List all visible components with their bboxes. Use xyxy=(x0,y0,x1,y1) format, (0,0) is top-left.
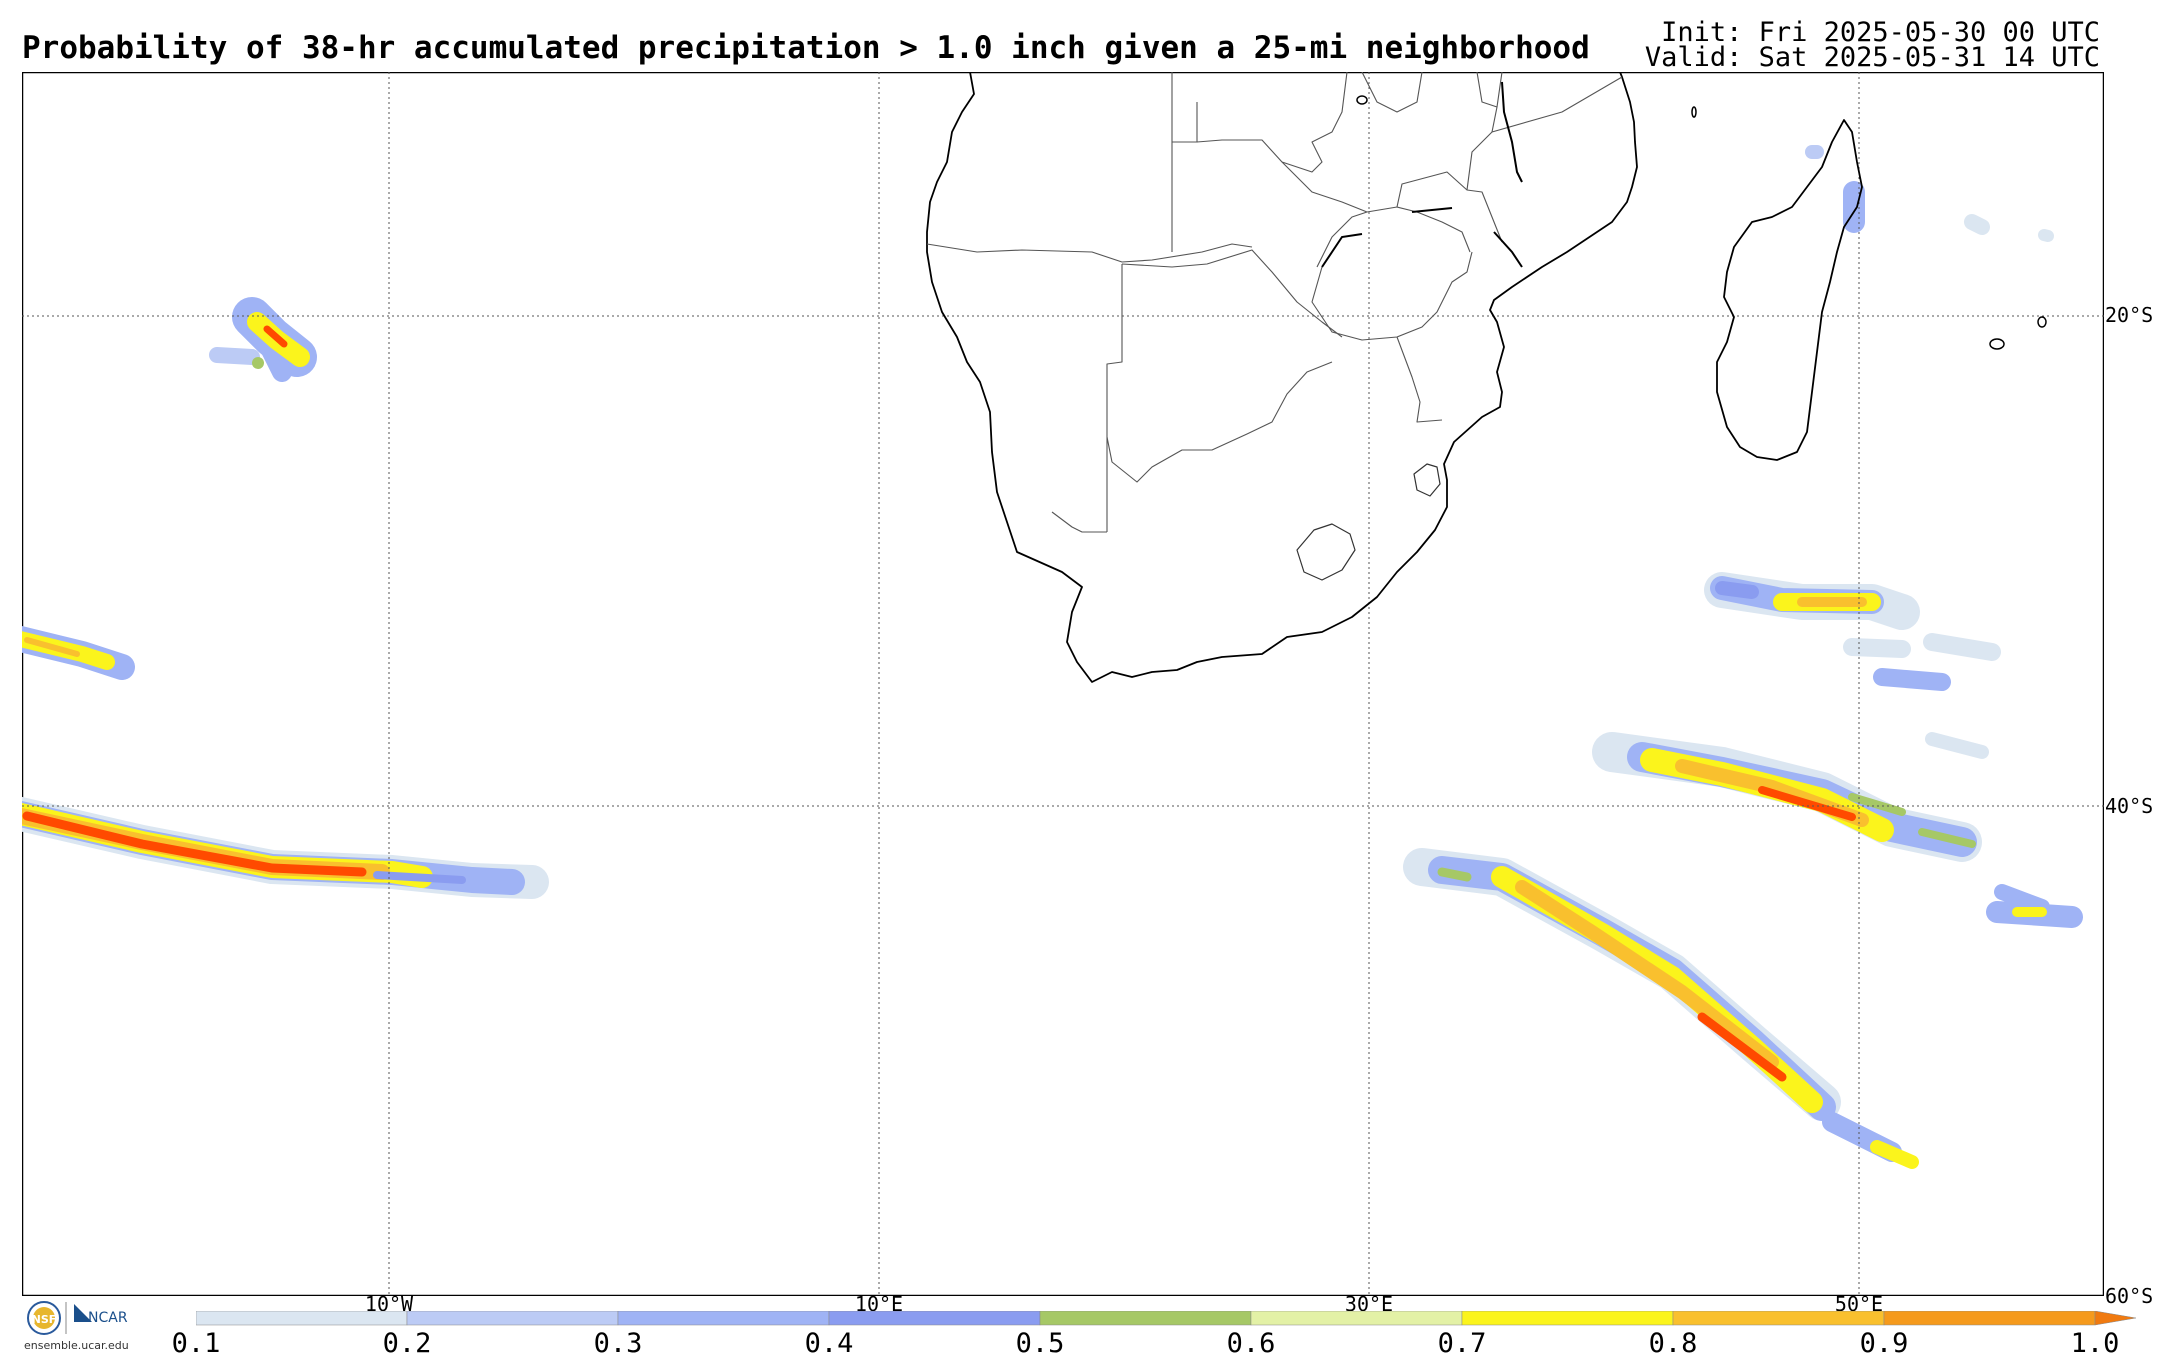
colorbar-segment-2 xyxy=(406,1311,619,1326)
valid-time: Valid: Sat 2025-05-31 14 UTC xyxy=(1644,42,2100,73)
madagascar-coast xyxy=(1716,119,1863,461)
lat-label-60s: 60°S xyxy=(2105,1284,2154,1308)
ncar-text: NCAR xyxy=(88,1310,128,1326)
map-frame xyxy=(22,72,2104,1296)
west-small-band xyxy=(22,626,135,680)
colorbar-tick-0.3: 0.3 xyxy=(593,1328,643,1359)
colorbar-tick-0.2: 0.2 xyxy=(382,1328,432,1359)
west-atlantic-band xyxy=(22,796,549,899)
colorbar-tick-1.0: 1.0 xyxy=(2070,1328,2120,1359)
colorbar-tick-0.6: 0.6 xyxy=(1226,1328,1276,1359)
ensemble-url: ensemble.ucar.edu xyxy=(24,1339,129,1352)
madagascar-blob xyxy=(1805,145,2054,242)
colorbar-segment-5 xyxy=(1039,1311,1252,1326)
northwest-blob xyxy=(209,297,317,382)
nsf-ncar-logo: NSF NCAR xyxy=(27,1301,128,1335)
colorbar-tick-0.8: 0.8 xyxy=(1648,1328,1698,1359)
lesotho xyxy=(1296,523,1356,581)
colorbar xyxy=(196,1311,2136,1326)
colorbar-extend-arrow xyxy=(2094,1311,2136,1326)
coastlines xyxy=(926,72,2047,683)
eswatini xyxy=(1413,463,1441,497)
nsf-logo-icon: NSF xyxy=(27,1301,61,1335)
forecast-times: Init: Fri 2025-05-30 00 UTC Valid: Sat 2… xyxy=(1644,17,2100,73)
init-time: Init: Fri 2025-05-30 00 UTC xyxy=(1661,17,2100,48)
precip-probability-field xyxy=(22,145,2083,1169)
colorbar-segment-1 xyxy=(196,1311,408,1326)
gridlines xyxy=(22,72,2104,1296)
lat-label-40s: 40°S xyxy=(2105,794,2154,818)
colorbar-tick-0.1: 0.1 xyxy=(171,1328,221,1359)
nsf-text: NSF xyxy=(32,1313,57,1326)
east-band-36s xyxy=(1704,572,2001,759)
colorbar-segment-6 xyxy=(1250,1311,1463,1326)
colorbar-tick-0.4: 0.4 xyxy=(804,1328,854,1359)
colorbar-tick-0.5: 0.5 xyxy=(1015,1328,1065,1359)
africa-coast xyxy=(926,72,1638,683)
chart-title: Probability of 38-hr accumulated precipi… xyxy=(22,30,1590,66)
colorbar-segment-8 xyxy=(1672,1311,1885,1326)
ncar-logo-icon: NCAR xyxy=(74,1304,128,1326)
colorbar-tick-0.9: 0.9 xyxy=(1859,1328,1909,1359)
lat-label-20s: 20°S xyxy=(2105,303,2154,327)
map-panel xyxy=(22,72,2104,1296)
colorbar-segment-9 xyxy=(1883,1311,2096,1326)
colorbar-tick-0.7: 0.7 xyxy=(1437,1328,1487,1359)
east-band-40s xyxy=(1592,732,2083,928)
colorbar-segment-7 xyxy=(1461,1311,1674,1326)
east-band-45s xyxy=(1403,848,1919,1169)
country-borders xyxy=(926,72,1623,533)
colorbar-segment-3 xyxy=(617,1311,830,1326)
lakes xyxy=(1321,81,1523,268)
colorbar-segment-4 xyxy=(828,1311,1041,1326)
